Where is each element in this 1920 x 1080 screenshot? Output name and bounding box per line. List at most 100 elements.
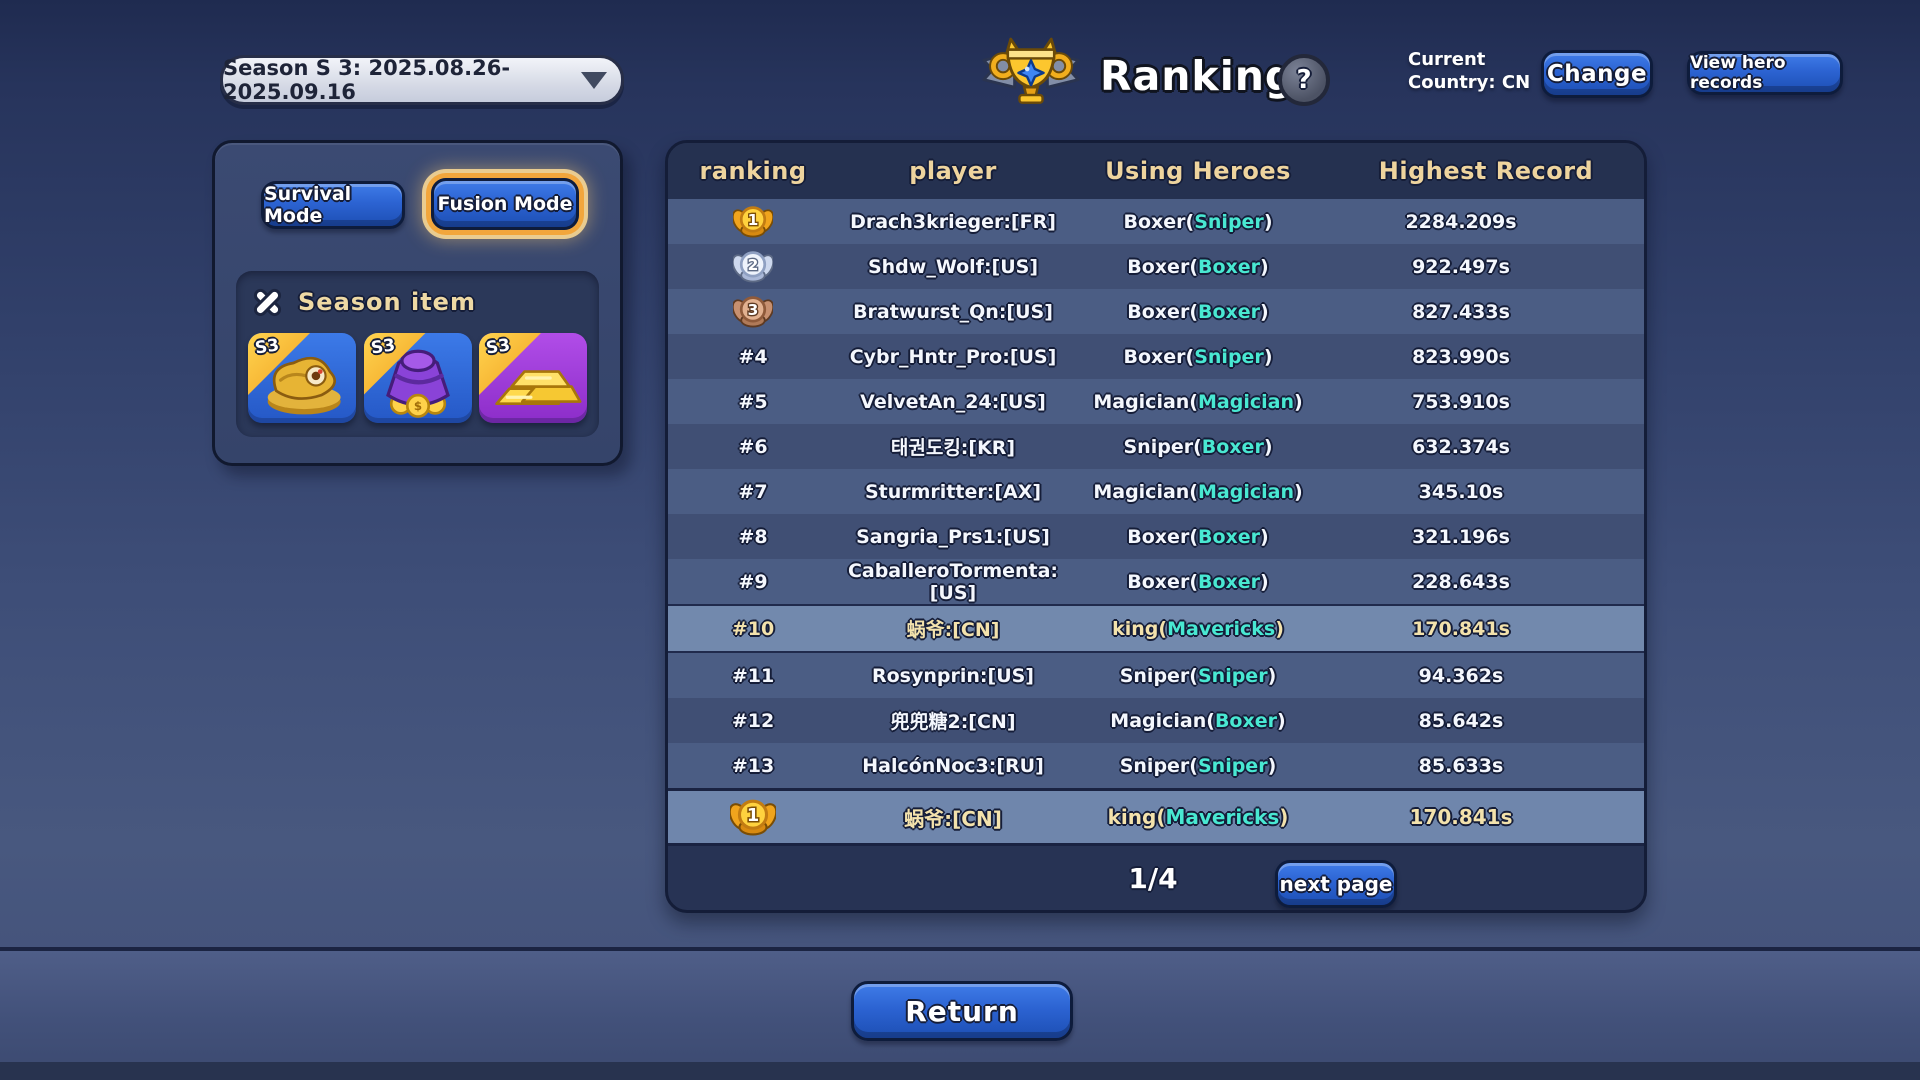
table-row: #10 蜗爷:[CN] king(Mavericks) 170.841s bbox=[668, 604, 1644, 653]
hero-value: Boxer(Sniper) bbox=[1123, 345, 1273, 368]
rank-cell: #12 bbox=[731, 709, 775, 732]
hero-value: Boxer(Boxer) bbox=[1127, 525, 1269, 548]
hero-value: Boxer(Boxer) bbox=[1127, 300, 1269, 323]
coin-pouch-icon: $ bbox=[385, 349, 450, 418]
table-row: #11 Rosynprin:[US] Sniper(Sniper) 94.362s bbox=[668, 653, 1644, 698]
player-name: Rosynprin:[US] bbox=[872, 664, 1034, 687]
rank-cell: 2 bbox=[668, 249, 838, 283]
player-name: 蜗爷:[CN] bbox=[904, 806, 1002, 831]
table-row: #5 VelvetAn_24:[US] Magician(Magician) 753.… bbox=[668, 379, 1644, 424]
player-name: Cybr_Hntr_Pro:[US] bbox=[849, 345, 1057, 368]
season-selector[interactable]: Season S 3: 2025.08.26- 2025.09.16 bbox=[220, 55, 624, 105]
hero-value: Boxer(Boxer) bbox=[1127, 570, 1269, 593]
svg-text:1: 1 bbox=[748, 211, 759, 229]
col-heroes: Using Heroes bbox=[1105, 157, 1291, 185]
season-item-coin-pouch[interactable]: $ S3 bbox=[363, 333, 472, 423]
rank-cell: #7 bbox=[738, 480, 768, 503]
hero-value: king(Mavericks) bbox=[1107, 805, 1289, 829]
rank-cell: #9 bbox=[738, 570, 768, 593]
rank-cell: 1 bbox=[668, 797, 838, 837]
season-item-golden-idol[interactable]: S3 bbox=[248, 333, 356, 423]
player-name: 태권도킹:[KR] bbox=[890, 437, 1016, 459]
hero-value: Boxer(Boxer) bbox=[1127, 255, 1269, 278]
rank-cell: #5 bbox=[738, 390, 768, 413]
record-value: 823.990s bbox=[1412, 345, 1510, 368]
player-name: 兜兜糖2:[CN] bbox=[890, 711, 1016, 733]
rank-cell: #8 bbox=[738, 525, 768, 548]
record-value: 321.196s bbox=[1412, 525, 1510, 548]
record-value: 85.642s bbox=[1418, 709, 1504, 732]
record-value: 94.362s bbox=[1418, 664, 1504, 687]
rank-cell: #10 bbox=[731, 617, 775, 640]
record-value: 753.910s bbox=[1412, 390, 1510, 413]
change-country-button[interactable]: Change bbox=[1541, 50, 1653, 98]
table-row: #6 태권도킹:[KR] Sniper(Boxer) 632.374s bbox=[668, 424, 1644, 469]
player-name: Sangria_Prs1:[US] bbox=[856, 525, 1050, 548]
svg-text:3: 3 bbox=[748, 301, 759, 319]
help-button[interactable]: ? bbox=[1278, 54, 1330, 106]
svg-text:1: 1 bbox=[747, 806, 759, 826]
hero-value: Sniper(Boxer) bbox=[1123, 435, 1273, 458]
record-value: 827.433s bbox=[1412, 300, 1510, 323]
table-row: 3 Bratwurst_Qn:[US] Boxer(Boxer) 827.433s bbox=[668, 289, 1644, 334]
pinned-row-slot: 1 蜗爷:[CN] king(Mavericks) 170.841s bbox=[668, 788, 1644, 846]
hero-value: Sniper(Sniper) bbox=[1119, 754, 1277, 777]
current-country-label: Current Country: CN bbox=[1408, 49, 1531, 93]
ranking-table: ranking player Using Heroes Highest Reco… bbox=[665, 140, 1647, 913]
record-value: 2284.209s bbox=[1405, 210, 1517, 233]
player-name: CaballeroTormenta:[US] bbox=[847, 559, 1059, 604]
rank-cell: #13 bbox=[731, 754, 775, 777]
fusion-mode-button[interactable]: Fusion Mode bbox=[431, 178, 579, 230]
hero-value: Magician(Magician) bbox=[1093, 390, 1303, 413]
season-item-panel: Season item S3 bbox=[236, 271, 599, 437]
player-name: HalcónNoc3:[RU] bbox=[862, 754, 1044, 777]
player-name: Shdw_Wolf:[US] bbox=[867, 255, 1039, 278]
season-badge-label: S3 bbox=[253, 335, 281, 359]
table-row: 1 Drach3krieger:[FR] Boxer(Sniper) 2284.20… bbox=[668, 199, 1644, 244]
season-item-list: S3 $ S3 bbox=[248, 333, 587, 423]
table-header: ranking player Using Heroes Highest Reco… bbox=[668, 143, 1644, 199]
record-value: 85.633s bbox=[1418, 754, 1504, 777]
survival-mode-button[interactable]: Survival Mode bbox=[261, 181, 405, 229]
gold-bars-icon bbox=[495, 370, 582, 406]
player-name: Sturmritter:[AX] bbox=[864, 480, 1042, 503]
view-hero-records-button[interactable]: View hero records bbox=[1687, 51, 1843, 95]
record-value: 170.841s bbox=[1409, 805, 1513, 829]
table-rows: 1 Drach3krieger:[FR] Boxer(Sniper) 2284.20… bbox=[668, 199, 1644, 788]
table-footer: 1/4 next page bbox=[668, 846, 1644, 910]
col-player: player bbox=[909, 157, 997, 185]
hero-value: Magician(Magician) bbox=[1093, 480, 1303, 503]
crossed-swords-icon bbox=[250, 285, 284, 319]
table-row: #12 兜兜糖2:[CN] Magician(Boxer) 85.642s bbox=[668, 698, 1644, 743]
record-value: 922.497s bbox=[1412, 255, 1510, 278]
record-value: 345.10s bbox=[1418, 480, 1504, 503]
player-name: VelvetAn_24:[US] bbox=[860, 390, 1046, 413]
rank-cell: 3 bbox=[668, 294, 838, 328]
mode-panel: Survival Mode Fusion Mode Season item bbox=[212, 140, 623, 466]
rank-cell: #11 bbox=[731, 664, 775, 687]
return-button[interactable]: Return bbox=[851, 981, 1073, 1041]
season-badge-label: S3 bbox=[484, 335, 512, 359]
golden-idol-icon bbox=[267, 356, 341, 415]
table-row: #7 Sturmritter:[AX] Magician(Magician) 345.… bbox=[668, 469, 1644, 514]
rank-cell: #4 bbox=[738, 345, 768, 368]
page-indicator: 1/4 bbox=[1128, 862, 1178, 895]
table-row: #13 HalcónNoc3:[RU] Sniper(Sniper) 85.633s bbox=[668, 743, 1644, 788]
season-item-gold-bars[interactable]: S3 bbox=[479, 333, 587, 423]
my-rank-row: 1 蜗爷:[CN] king(Mavericks) 170.841s bbox=[668, 788, 1644, 846]
svg-text:$: $ bbox=[413, 399, 421, 413]
record-value: 632.374s bbox=[1412, 435, 1510, 458]
table-row: 2 Shdw_Wolf:[US] Boxer(Boxer) 922.497s bbox=[668, 244, 1644, 289]
table-row: #8 Sangria_Prs1:[US] Boxer(Boxer) 321.196s bbox=[668, 514, 1644, 559]
record-value: 228.643s bbox=[1412, 570, 1510, 593]
hero-value: Sniper(Sniper) bbox=[1119, 664, 1277, 687]
rank-cell: #6 bbox=[738, 435, 768, 458]
page-title: Ranking bbox=[1100, 52, 1296, 100]
bottom-strip bbox=[0, 1062, 1920, 1080]
player-name: Bratwurst_Qn:[US] bbox=[853, 300, 1053, 323]
season-badge-label: S3 bbox=[369, 335, 396, 359]
record-value: 170.841s bbox=[1412, 617, 1510, 640]
next-page-button[interactable]: next page bbox=[1275, 860, 1397, 908]
table-row: #9 CaballeroTormenta:[US] Boxer(Boxer) 228.… bbox=[668, 559, 1644, 604]
